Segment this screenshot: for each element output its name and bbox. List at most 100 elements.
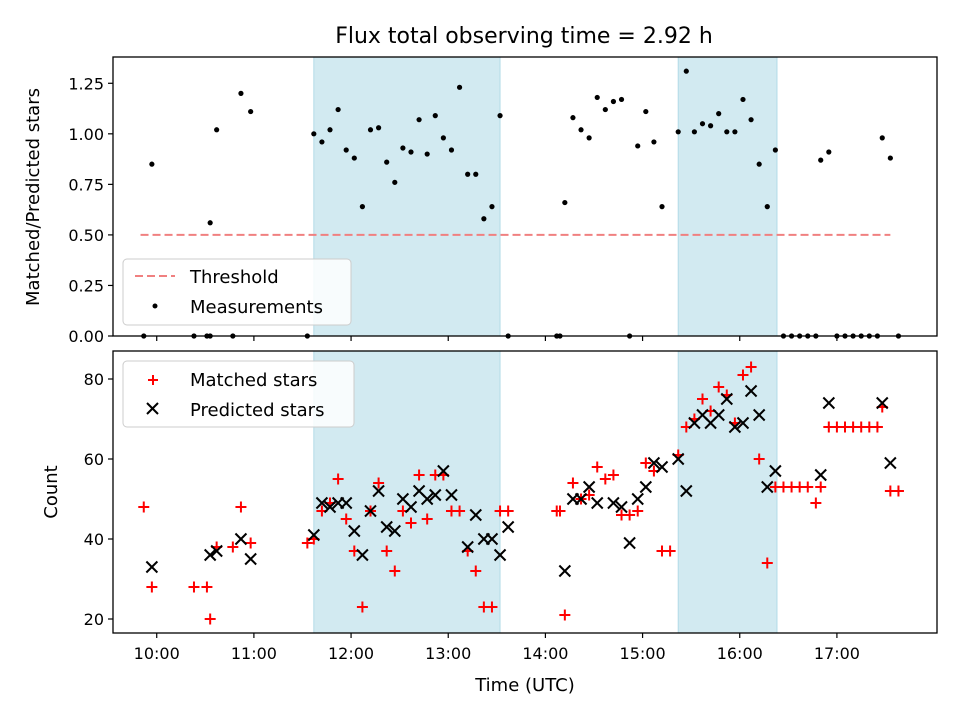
measurement-point: [248, 108, 254, 115]
predicted-star-point: [814, 468, 827, 482]
predicted-star-point: [244, 552, 257, 566]
predicted-star-point: [356, 548, 369, 562]
top-y-tick-label: 0.25: [68, 276, 104, 295]
measurement-point: [740, 96, 746, 103]
predicted-star-point: [493, 548, 507, 562]
measurement-point: [238, 90, 244, 96]
matched-star-point: [559, 609, 571, 621]
predicted-star-point: [884, 456, 897, 470]
legend-measurements-label: Measurements: [190, 297, 323, 318]
measurement-point: [416, 117, 422, 123]
legend-predicted-label: Predicted stars: [190, 400, 324, 421]
predicted-star-point: [437, 464, 450, 478]
bottom-y-tick-label: 40: [84, 530, 104, 549]
measurement-point: [691, 129, 697, 135]
top-y-axis-label: Matched/Predicted stars: [23, 88, 44, 306]
predicted-star-point: [307, 528, 321, 542]
matched-star-point: [486, 601, 498, 613]
top-panel: Flux total observing time = 2.92 h 0.00 0…: [23, 24, 938, 346]
measurement-point: [343, 147, 349, 153]
matched-star-point: [405, 517, 417, 529]
predicted-star-point: [461, 540, 474, 554]
predicted-star-point: [501, 520, 515, 534]
measurement-point: [716, 111, 722, 117]
predicted-star-point: [822, 396, 836, 410]
matched-star-point: [188, 581, 200, 593]
measurement-point: [610, 98, 617, 105]
measurement-point: [489, 204, 495, 210]
measurement-point: [586, 135, 592, 141]
measurement-point: [570, 115, 576, 121]
matched-star-point: [554, 505, 566, 517]
predicted-star-point: [744, 384, 758, 398]
matched-star-point: [373, 477, 385, 489]
bottom-y-axis-label: Count: [41, 465, 62, 518]
matched-star-point: [607, 469, 619, 481]
matched-star-point: [502, 505, 514, 517]
top-legend-box: [122, 258, 352, 326]
top-legend: Threshold Measurements: [122, 258, 352, 326]
measurement-point: [319, 139, 325, 145]
measurement-point: [214, 127, 220, 133]
chart-title: Flux total observing time = 2.92 h: [335, 24, 713, 49]
measurement-point: [826, 149, 832, 155]
matched-star-point: [235, 501, 247, 513]
bottom-y-tick-label: 20: [84, 610, 104, 629]
predicted-star-point: [615, 500, 628, 514]
legend-threshold-label: Threshold: [189, 267, 279, 288]
measurement-point: [311, 131, 317, 137]
x-tick-label: 11:00: [231, 644, 277, 663]
x-tick-label: 12:00: [328, 644, 374, 663]
matched-star-point: [810, 497, 822, 509]
top-shaded-interval: [677, 56, 778, 337]
predicted-star-point: [639, 480, 653, 494]
matched-star-point: [301, 537, 313, 549]
predicted-star-point: [145, 560, 159, 574]
matched-star-point: [201, 581, 213, 593]
predicted-star-point: [234, 532, 248, 546]
bottom-legend: Matched stars Predicted stars: [122, 360, 355, 428]
bottom-plot-frame: [112, 350, 938, 634]
measurement-point: [887, 155, 893, 161]
matched-star-point: [389, 565, 401, 577]
predicted-star-point: [752, 408, 766, 422]
matched-star-point: [624, 509, 636, 521]
matched-star-point: [454, 505, 466, 517]
matched-star-point: [696, 393, 708, 405]
top-y-tick-label: 0.75: [68, 175, 104, 194]
bottom-y-tick-label: 60: [84, 450, 104, 469]
predicted-star-point: [671, 452, 685, 466]
matched-star-point: [567, 477, 579, 489]
matched-star-point: [356, 601, 368, 613]
matched-star-point: [871, 421, 883, 433]
predicted-star-point: [655, 460, 669, 474]
matched-star-point: [340, 513, 352, 525]
predicted-star-point: [485, 532, 499, 546]
predicted-star-point: [761, 480, 774, 494]
predicted-star-point: [315, 496, 329, 510]
measurement-point: [879, 135, 885, 141]
predicted-star-point: [736, 416, 750, 430]
measurement-point: [699, 121, 706, 127]
measurement-point: [618, 96, 625, 103]
predicted-star-point: [574, 492, 588, 506]
bottom-panel: 10:00 11:00 12:00 13:00 14:00 15:00 16:00 17:00…: [41, 350, 938, 696]
top-y-tick-label: 1.00: [68, 125, 104, 144]
measurement-point: [497, 113, 503, 119]
matched-star-point: [332, 473, 344, 485]
matched-star-point: [421, 513, 433, 525]
bottom-legend-box: [122, 360, 355, 428]
matched-star-point: [381, 545, 393, 557]
matched-star-point: [737, 369, 749, 381]
measurement-point: [818, 157, 824, 163]
predicted-star-point: [720, 392, 733, 406]
measurement-point: [707, 123, 714, 129]
measurement-point: [594, 94, 600, 101]
predicted-star-point: [607, 496, 620, 510]
predicted-star-point: [582, 480, 596, 494]
measurement-point: [651, 139, 657, 145]
measurement-point: [732, 129, 738, 135]
predicted-star-point: [728, 420, 742, 434]
measurement-point: [772, 147, 778, 153]
matched-star-point: [599, 473, 611, 485]
